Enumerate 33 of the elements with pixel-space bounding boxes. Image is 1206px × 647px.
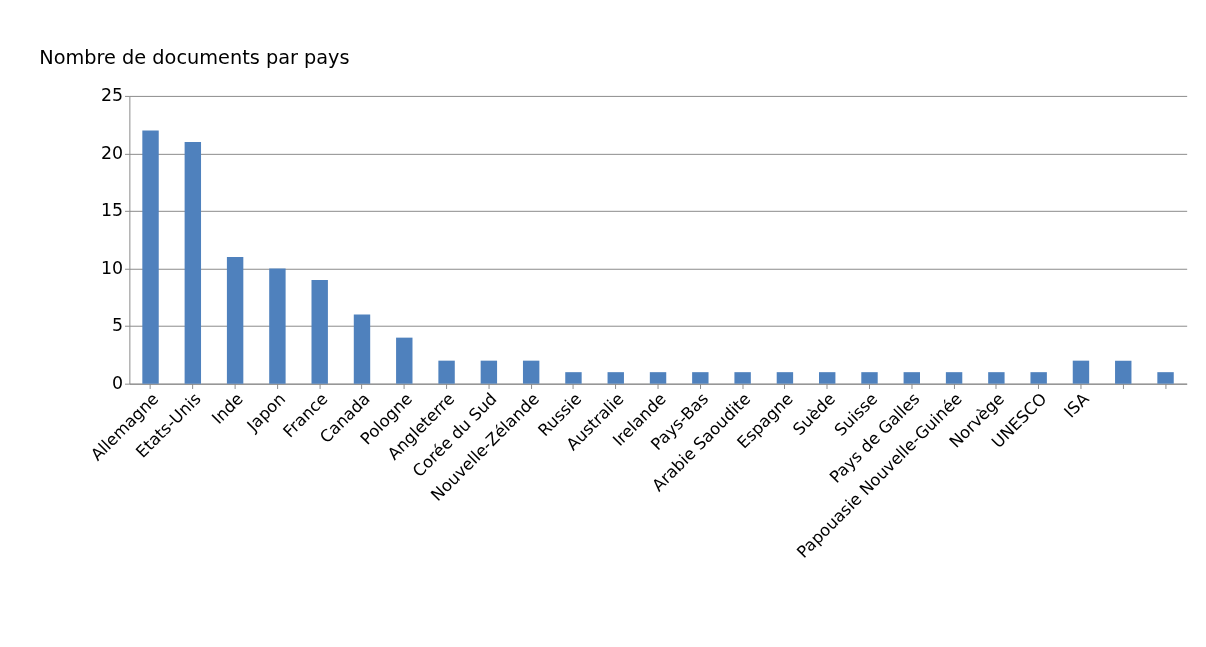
bar bbox=[988, 372, 1005, 384]
y-tick-label: 5 bbox=[112, 315, 124, 336]
bar bbox=[903, 372, 920, 384]
bar bbox=[480, 360, 498, 384]
bar bbox=[142, 130, 159, 384]
bar bbox=[1072, 360, 1090, 384]
bar bbox=[776, 372, 794, 384]
bar bbox=[692, 372, 709, 384]
bar bbox=[226, 257, 244, 384]
bar bbox=[1157, 372, 1174, 384]
chart-title: Nombre de documents par pays bbox=[39, 46, 350, 70]
bar bbox=[734, 372, 751, 384]
bar bbox=[311, 280, 328, 384]
bar bbox=[396, 337, 413, 384]
y-tick-label: 10 bbox=[101, 257, 124, 278]
bar bbox=[438, 360, 455, 384]
y-tick-label: 25 bbox=[101, 85, 124, 106]
y-tick-label: 20 bbox=[101, 142, 124, 163]
bar bbox=[607, 372, 624, 384]
y-tick-label: 15 bbox=[101, 200, 124, 221]
bar bbox=[861, 372, 878, 384]
bar bbox=[945, 372, 963, 384]
bar bbox=[1030, 372, 1047, 384]
bar bbox=[269, 268, 286, 384]
x-tick-label: ISA bbox=[1060, 388, 1094, 422]
bar bbox=[184, 141, 202, 384]
bar bbox=[353, 314, 371, 384]
bar bbox=[565, 372, 582, 384]
bar bbox=[1115, 360, 1132, 384]
y-tick-label: 0 bbox=[112, 372, 124, 393]
bar bbox=[819, 372, 836, 384]
bar bbox=[522, 360, 540, 384]
bar bbox=[649, 372, 667, 384]
